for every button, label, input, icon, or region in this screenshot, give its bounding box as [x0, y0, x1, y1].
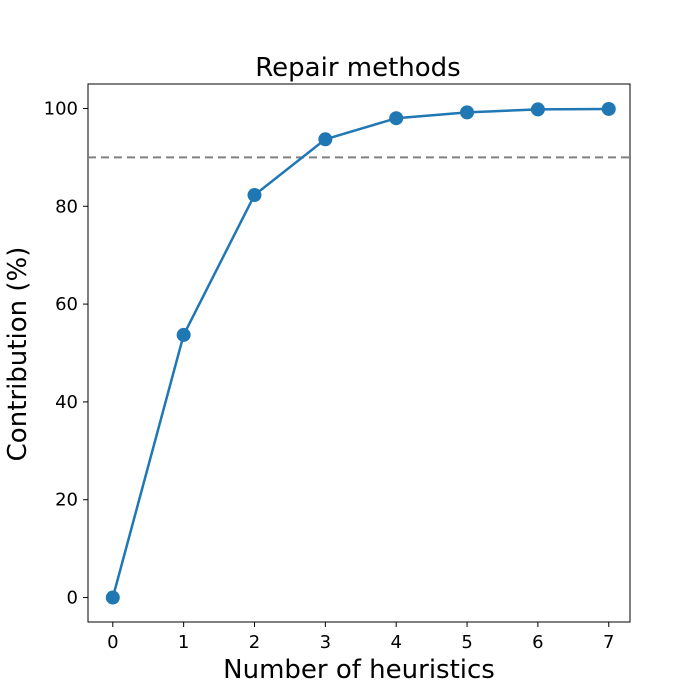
y-tick-label: 80 — [55, 196, 78, 217]
x-tick-label: 3 — [320, 632, 331, 653]
data-point — [460, 105, 475, 120]
x-axis-ticks: 0 1 2 3 4 5 6 7 — [107, 622, 614, 653]
y-tick-label: 0 — [67, 588, 78, 609]
x-tick-label: 2 — [249, 632, 260, 653]
series-line — [111, 107, 609, 598]
y-tick-label: 100 — [44, 98, 78, 119]
data-point — [105, 590, 120, 605]
x-tick-label: 7 — [603, 632, 614, 653]
x-tick-label: 4 — [390, 632, 401, 653]
y-tick-label: 20 — [55, 490, 78, 511]
y-tick-label: 40 — [55, 392, 78, 413]
y-axis-label: Contribution (%) — [3, 247, 33, 462]
series-layer — [105, 101, 616, 605]
y-axis-ticks: 0 20 40 60 80 100 — [44, 98, 88, 609]
data-point — [176, 327, 191, 342]
data-point — [601, 101, 616, 116]
y-tick-label: 60 — [55, 294, 78, 315]
x-tick-label: 1 — [178, 632, 189, 653]
x-tick-label: 6 — [532, 632, 543, 653]
data-point — [318, 132, 333, 147]
data-point — [530, 102, 545, 117]
chart-title: Repair methods — [255, 53, 460, 83]
x-axis-label: Number of heuristics — [223, 655, 495, 685]
plot-area — [87, 83, 631, 623]
data-point — [247, 188, 262, 203]
data-point — [389, 111, 404, 126]
x-tick-label: 0 — [107, 632, 118, 653]
x-tick-label: 5 — [461, 632, 472, 653]
